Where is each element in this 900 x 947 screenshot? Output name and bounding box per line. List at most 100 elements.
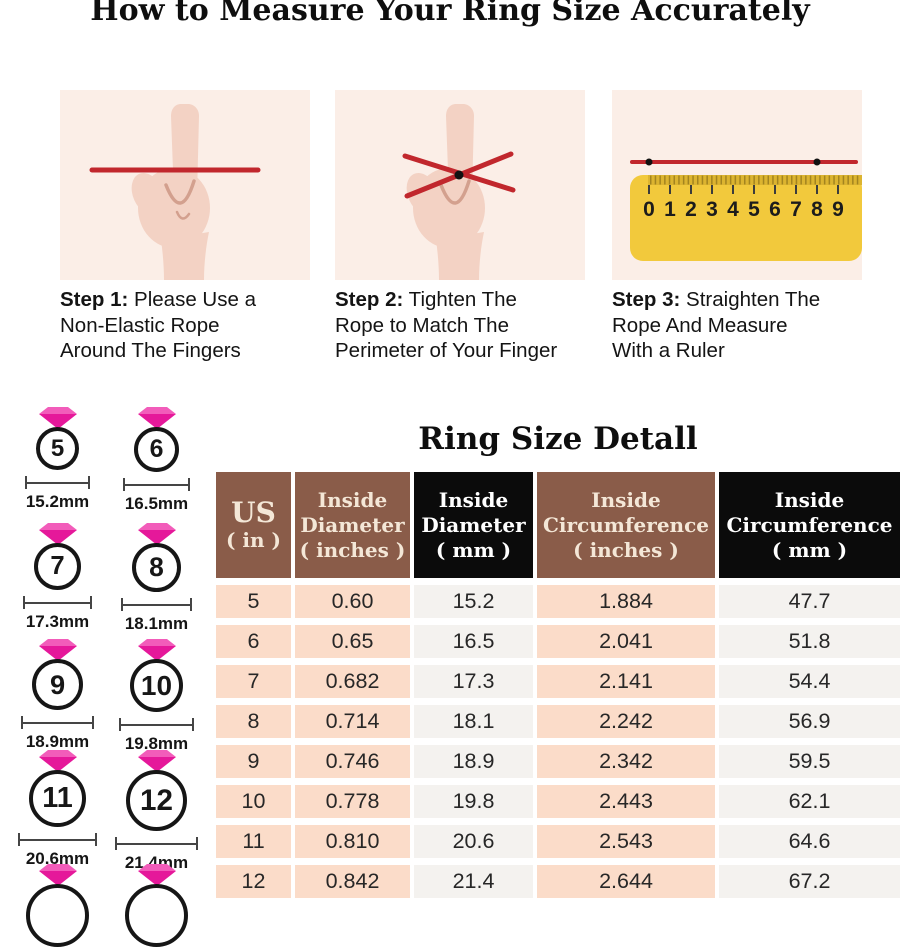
table-cell: 2.443 — [537, 785, 715, 818]
step3-caption: Step 3: Straighten The Rope And Measure … — [612, 288, 821, 362]
header-line: ( inches ) — [299, 537, 406, 562]
header-line: Diameter — [421, 512, 526, 537]
step1-caption: Step 1: Please Use a Non-Elastic Rope Ar… — [60, 288, 256, 362]
header-cell: US( in ) — [216, 472, 291, 578]
header-line: ( mm ) — [435, 537, 512, 562]
table-cell: 0.682 — [295, 665, 410, 698]
diameter-bracket — [21, 716, 94, 729]
diameter-bracket — [115, 837, 198, 850]
diameter-bracket — [23, 596, 92, 609]
table-cell: 0.746 — [295, 745, 410, 778]
header-line: Inside — [438, 487, 509, 512]
header-cell: Inside Circumference( mm ) — [719, 472, 900, 578]
ring-circle: 8 — [132, 543, 181, 592]
diamond-icon — [137, 523, 176, 545]
table-cell: 1.884 — [537, 585, 715, 618]
table-cell: 20.6 — [414, 825, 533, 858]
ruler-number: 0 — [643, 198, 655, 221]
diameter-bracket — [121, 598, 192, 611]
header-line: ( mm ) — [771, 537, 848, 562]
ring-size-number: 10 — [140, 669, 173, 701]
ring-size-number: 12 — [140, 783, 173, 817]
ring-size-table: US( in ) Inside Diameter( inches ) Inside Di… — [216, 472, 900, 898]
ring-circle: 12 — [126, 770, 187, 831]
ring-size-table-section: Ring Size Detall US( in ) Inside Diameter(… — [216, 420, 900, 898]
table-cell: 18.1 — [414, 705, 533, 738]
diameter-label: 18.1mm — [124, 614, 189, 633]
ring-diagram: 12 21.4mm — [107, 748, 206, 872]
header-line: Circumference — [726, 512, 893, 537]
table-cell: 59.5 — [719, 745, 900, 778]
ring-row: 11 20.6mm 12 21.4mm — [8, 748, 208, 872]
table-cell: 16.5 — [414, 625, 533, 658]
diamond-icon — [38, 639, 77, 661]
header-line: Inside — [317, 487, 388, 512]
rope-end-dot — [645, 158, 653, 166]
ring-size-number: 5 — [50, 434, 65, 462]
table-cell: 21.4 — [414, 865, 533, 898]
table-cell: 5 — [216, 585, 291, 618]
table-cell: 64.6 — [719, 825, 900, 858]
diameter-label: 19.8mm — [124, 734, 189, 753]
diameter-label: 17.3mm — [25, 612, 90, 631]
ruler-tick-band — [648, 175, 862, 185]
ring-circle: 6 — [134, 427, 179, 472]
ring-diagram: 5 15.2mm — [8, 405, 107, 521]
diameter-bracket — [119, 718, 194, 731]
diamond-icon — [38, 864, 77, 886]
ruler-body — [630, 175, 862, 261]
diamond-icon — [137, 864, 176, 886]
table-cell: 7 — [216, 665, 291, 698]
table-cell: 0.65 — [295, 625, 410, 658]
header-cell: Inside Diameter( mm ) — [414, 472, 533, 578]
ruler-number: 3 — [706, 198, 718, 221]
ring-circle: 10 — [130, 659, 183, 712]
ruler-number: 5 — [748, 198, 760, 221]
table-cell: 10 — [216, 785, 291, 818]
table-cell: 2.644 — [537, 865, 715, 898]
ring-diagram: 8 18.1mm — [107, 521, 206, 637]
diamond-icon — [137, 750, 176, 772]
ring-circle: 9 — [32, 659, 83, 710]
ring-circle: 5 — [36, 427, 79, 470]
table-cell: 0.714 — [295, 705, 410, 738]
ruler-number: 8 — [811, 198, 823, 221]
table-cell: 8 — [216, 705, 291, 738]
table-cell: 0.60 — [295, 585, 410, 618]
ring-size-number: 9 — [49, 668, 66, 700]
ruler-number: 2 — [685, 198, 697, 221]
header-line: ( in ) — [226, 528, 281, 552]
table-cell: 67.2 — [719, 865, 900, 898]
diameter-label: 16.5mm — [124, 494, 189, 513]
table-cell: 11 — [216, 825, 291, 858]
table-cell: 9 — [216, 745, 291, 778]
table-cell: 2.041 — [537, 625, 715, 658]
table-cell: 6 — [216, 625, 291, 658]
table-title: Ring Size Detall — [418, 421, 698, 457]
ring-size-number: 6 — [149, 435, 164, 463]
diameter-bracket — [25, 476, 90, 489]
step1-panel — [60, 90, 310, 280]
ring-diagram: 10 19.8mm — [107, 637, 206, 753]
ring-diagram — [107, 862, 206, 947]
thumb-crease — [175, 210, 191, 220]
step2-panel — [335, 90, 585, 280]
header-line: ( inches ) — [573, 537, 679, 562]
step2-label: Step 2: — [335, 288, 404, 311]
table-cell: 2.543 — [537, 825, 715, 858]
table-cell: 15.2 — [414, 585, 533, 618]
diameter-label: 21.4mm — [124, 853, 189, 872]
ruler-number: 1 — [664, 198, 676, 221]
ring-row: 5 15.2mm 6 16.5mm — [8, 405, 208, 521]
diamond-icon — [38, 407, 77, 429]
ring-size-number: 11 — [42, 782, 73, 814]
header-line: Inside — [774, 487, 845, 512]
ring-diagram: 7 17.3mm — [8, 521, 107, 637]
ring-diagram — [8, 862, 107, 947]
ring-circle: 7 — [34, 543, 81, 590]
ruler-number: 4 — [727, 198, 739, 221]
ruler-number: 6 — [769, 198, 781, 221]
diamond-icon — [137, 639, 176, 661]
